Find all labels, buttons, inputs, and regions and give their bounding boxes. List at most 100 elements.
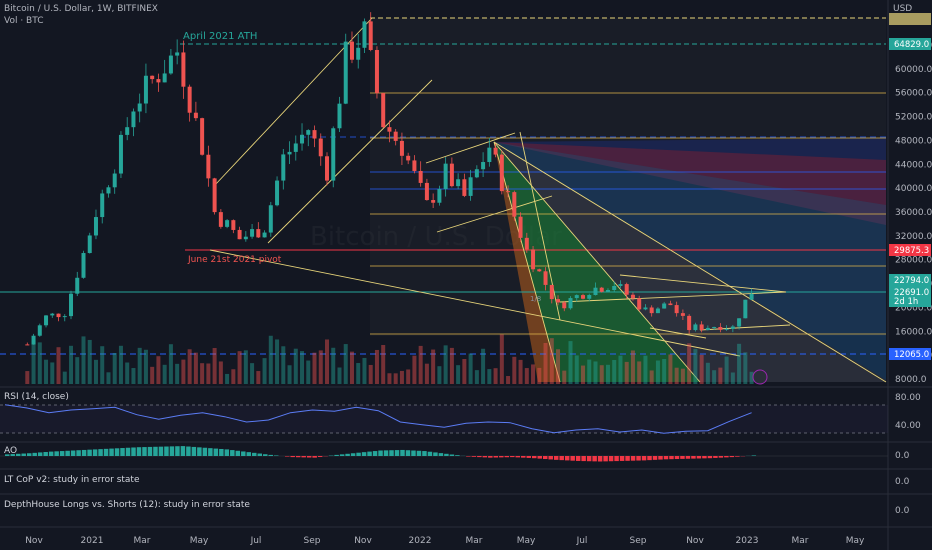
ao-bar <box>103 448 109 456</box>
volume-bar <box>275 339 280 384</box>
volume-bar <box>225 373 230 384</box>
ao-bar <box>372 451 378 456</box>
time-tick: Mar <box>792 536 809 546</box>
candle-body <box>37 325 42 336</box>
candle-body <box>674 305 679 314</box>
candle-body <box>218 212 223 227</box>
candle-body <box>81 253 86 278</box>
ltcop-label: LT CoP v2: study in error state <box>4 475 140 485</box>
candle-body <box>50 313 55 316</box>
candle-body <box>250 229 255 237</box>
price-tag: 22691.0 <box>894 288 929 298</box>
volume-bar <box>81 336 86 384</box>
price-tick: 44000.0 <box>895 160 932 170</box>
volume-bar <box>187 349 192 384</box>
time-tick: Sep <box>630 536 647 546</box>
ao-bar <box>515 456 521 458</box>
rsi-tick: 40.00 <box>895 421 921 431</box>
ao-bar <box>246 452 252 456</box>
candle-body <box>587 295 592 299</box>
candle-body <box>237 229 242 240</box>
volume-bar <box>325 339 330 384</box>
candle-body <box>431 200 436 203</box>
trend-line <box>493 141 701 383</box>
volume-bar <box>618 355 623 384</box>
trend-line <box>493 141 887 383</box>
candle-body <box>543 271 548 285</box>
volume-bar <box>581 365 585 384</box>
candle-body <box>599 287 604 292</box>
ao-bar <box>663 456 669 460</box>
ao-bar <box>592 456 597 462</box>
candle-body <box>462 179 467 196</box>
ao-bar <box>586 456 592 462</box>
replay-icon[interactable] <box>752 369 768 385</box>
ao-bar <box>466 456 471 457</box>
volume-bar <box>212 348 217 384</box>
candle-body <box>150 75 155 80</box>
ao-bar <box>186 446 191 456</box>
pivot-annotation: June 21st 2021 pivot <box>187 255 282 265</box>
volume-bar <box>243 350 248 384</box>
ao-bar <box>405 450 411 456</box>
trend-line <box>214 17 373 186</box>
ao-bar <box>312 456 317 458</box>
candle-body <box>300 134 305 144</box>
time-tick: May <box>517 536 536 546</box>
volume-bar <box>443 345 448 384</box>
ao-bar <box>268 454 273 456</box>
candle-body <box>537 269 542 272</box>
volume-bar <box>162 364 167 384</box>
candle-body <box>387 127 392 132</box>
volume-bar <box>87 339 92 384</box>
volume-bar <box>368 364 373 384</box>
volume-bar <box>649 370 654 384</box>
price-tick: 28000.0 <box>895 256 932 266</box>
volume-bar <box>125 362 130 384</box>
ao-bar <box>339 454 345 456</box>
price-axis: 64000.060000.056000.052000.048000.044000… <box>895 41 932 385</box>
time-tick: May <box>190 536 209 546</box>
ao-bar <box>37 452 43 456</box>
ao-bar <box>608 456 614 462</box>
volume-bar <box>262 358 267 384</box>
volume-bar <box>481 348 486 384</box>
ao-bar <box>32 452 37 456</box>
candle-body <box>499 154 504 192</box>
ao-bar <box>625 456 630 461</box>
candle-body <box>162 73 167 83</box>
volume-bar <box>543 343 548 384</box>
ao-bar <box>669 456 674 460</box>
candle-body <box>112 173 117 188</box>
ao-bar <box>532 456 537 459</box>
volume-bar <box>62 371 67 384</box>
ao-bar <box>263 454 268 456</box>
candle-body <box>712 327 717 329</box>
volume-bar <box>599 365 604 384</box>
volume-bar <box>668 354 673 384</box>
ao-bar <box>15 453 21 456</box>
volume-bar <box>93 359 98 384</box>
price-tick: 56000.0 <box>895 89 932 99</box>
ao-bar <box>438 453 444 456</box>
candle-body <box>474 169 479 178</box>
ao-bar <box>147 446 153 456</box>
volume-bar <box>100 346 105 384</box>
trend-line <box>436 195 553 233</box>
candle-body <box>293 143 298 152</box>
candle-body <box>69 293 74 317</box>
ao-bar <box>619 456 625 461</box>
price-tick: 20000.0 <box>895 303 932 313</box>
candle-body <box>618 284 623 286</box>
ao-bar <box>548 456 553 460</box>
time-tick: Sep <box>304 536 321 546</box>
candle-body <box>581 295 585 299</box>
ao-bar <box>284 456 290 457</box>
candle-body <box>187 86 192 113</box>
candle-body <box>62 316 67 318</box>
candle-body <box>125 127 130 135</box>
volume-bar <box>237 351 242 384</box>
volume-bar <box>250 363 255 384</box>
